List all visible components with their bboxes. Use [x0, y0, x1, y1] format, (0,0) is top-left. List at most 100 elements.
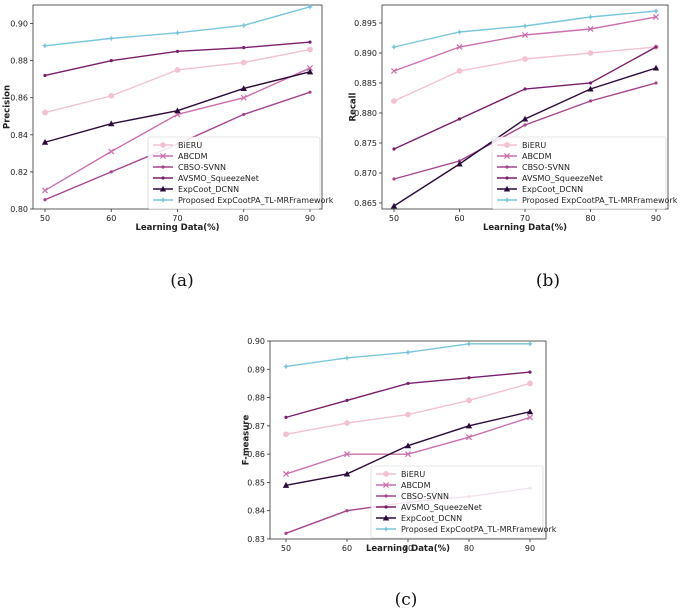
- data-point: [467, 376, 471, 380]
- legend-entry: BiERU: [497, 141, 546, 150]
- chart-panel-2: 50 60 70 80 90 0.865 0.870 0.875 0.880 0.885 0.890…: [349, 4, 678, 233]
- data-point: [240, 22, 247, 29]
- legend-label: ExpCoot_DCNN: [522, 185, 583, 194]
- y-axis-label: F-measure: [242, 415, 252, 466]
- data-point: [174, 67, 181, 73]
- y-tick-label: 0.88: [10, 57, 28, 66]
- data-point: [42, 43, 48, 49]
- legend-marker: [504, 197, 510, 203]
- data-point: [654, 81, 658, 85]
- legend: BiERU ABCDM CBSO-SVNN AVSMO_SqueezeNet ExpCo…: [370, 465, 557, 539]
- x-tick-label: 60: [454, 214, 464, 223]
- data-point: [526, 408, 534, 415]
- data-point: [587, 50, 594, 56]
- x-tick-label: 50: [40, 214, 50, 223]
- data-point: [527, 380, 533, 387]
- data-point: [108, 120, 115, 127]
- legend-entry: ExpCoot_DCNN: [376, 514, 462, 523]
- legend-marker: [161, 165, 165, 169]
- x-tick-label: 80: [239, 214, 249, 223]
- y-tick-label: 0.890: [354, 49, 377, 58]
- data-point: [307, 4, 313, 10]
- data-point: [345, 398, 349, 402]
- legend-label: Proposed ExpCootPA_TL-MRFramework: [178, 196, 334, 205]
- y-tick-label: 0.89: [247, 365, 265, 374]
- data-point: [466, 397, 472, 404]
- series-expcoot-dcnn: [41, 68, 314, 145]
- data-point: [41, 139, 49, 145]
- data-point: [652, 64, 660, 71]
- data-point: [283, 431, 289, 438]
- x-tick-label: 50: [389, 214, 399, 223]
- legend-entry: AVSMO_SqueezeNet: [153, 174, 259, 183]
- data-point: [240, 59, 247, 66]
- data-point: [344, 355, 350, 361]
- series-proposed-expcootpa-tl-mrframework: [42, 4, 313, 49]
- legend-marker: [382, 481, 390, 489]
- data-point: [108, 92, 115, 99]
- series-bieru: [42, 46, 313, 116]
- series-expcoot-dcnn: [390, 64, 660, 209]
- data-point: [282, 482, 290, 488]
- x-tick-label: 70: [172, 214, 182, 223]
- data-point: [521, 31, 529, 39]
- data-point: [174, 107, 181, 114]
- series-proposed-expcootpa-tl-mrframework: [391, 8, 659, 50]
- legend-label: ABCDM: [522, 152, 552, 161]
- legend-box: [491, 136, 667, 210]
- y-tick-label: 0.83: [247, 535, 265, 544]
- data-point: [284, 531, 288, 535]
- y-tick-label: 0.875: [354, 139, 377, 148]
- data-point: [108, 35, 115, 42]
- legend-marker: [383, 471, 389, 477]
- legend-marker: [160, 197, 166, 203]
- data-point: [523, 87, 527, 91]
- series-abcdm: [282, 414, 534, 477]
- legend-label: ExpCoot_DCNN: [401, 514, 462, 523]
- data-point: [344, 420, 350, 426]
- y-tick-label: 0.885: [354, 79, 377, 88]
- legend-box: [147, 136, 321, 210]
- legend-entry: ABCDM: [153, 152, 208, 161]
- data-point: [306, 68, 314, 75]
- y-tick-label: 0.895: [354, 19, 377, 28]
- x-tick-label: 50: [281, 544, 291, 553]
- legend-label: CBSO-SVNN: [178, 163, 226, 172]
- legend-marker: [384, 494, 388, 498]
- y-axis-label: Recall: [349, 92, 359, 121]
- data-point: [456, 68, 463, 74]
- x-tick-label: 70: [520, 214, 530, 223]
- legend-marker: [503, 185, 511, 192]
- legend-entry: AVSMO_SqueezeNet: [376, 503, 482, 512]
- y-tick-label: 0.86: [10, 94, 28, 103]
- data-point: [306, 65, 314, 72]
- y-tick-label: 0.90: [247, 337, 265, 346]
- legend-entry: ExpCoot_DCNN: [153, 185, 239, 194]
- data-point: [392, 147, 396, 151]
- legend-entry: CBSO-SVNN: [376, 492, 449, 501]
- data-point: [109, 59, 113, 63]
- y-axis-label: Precision: [3, 85, 13, 129]
- series-avsmo-squeezenet: [43, 40, 312, 78]
- legend-marker: [161, 176, 165, 180]
- legend-label: BiERU: [522, 141, 546, 150]
- legend-label: AVSMO_SqueezeNet: [178, 174, 259, 183]
- data-point: [240, 85, 247, 92]
- legend-label: ABCDM: [401, 481, 431, 490]
- panel-caption: (c): [395, 590, 418, 610]
- legend-entry: Proposed ExpCootPA_TL-MRFramework: [153, 196, 334, 205]
- legend-marker: [159, 185, 167, 192]
- data-point: [174, 30, 181, 36]
- data-point: [588, 99, 593, 103]
- data-point: [521, 115, 529, 122]
- data-point: [242, 46, 246, 50]
- data-point: [405, 349, 411, 356]
- data-point: [652, 13, 660, 21]
- data-point: [283, 363, 289, 370]
- legend-entry: AVSMO_SqueezeNet: [497, 174, 603, 183]
- x-axis-label: Learning Data(%): [135, 223, 219, 233]
- data-point: [465, 434, 473, 441]
- data-point: [587, 85, 594, 92]
- x-tick-label: 80: [464, 544, 474, 553]
- y-tick-label: 0.82: [10, 168, 28, 177]
